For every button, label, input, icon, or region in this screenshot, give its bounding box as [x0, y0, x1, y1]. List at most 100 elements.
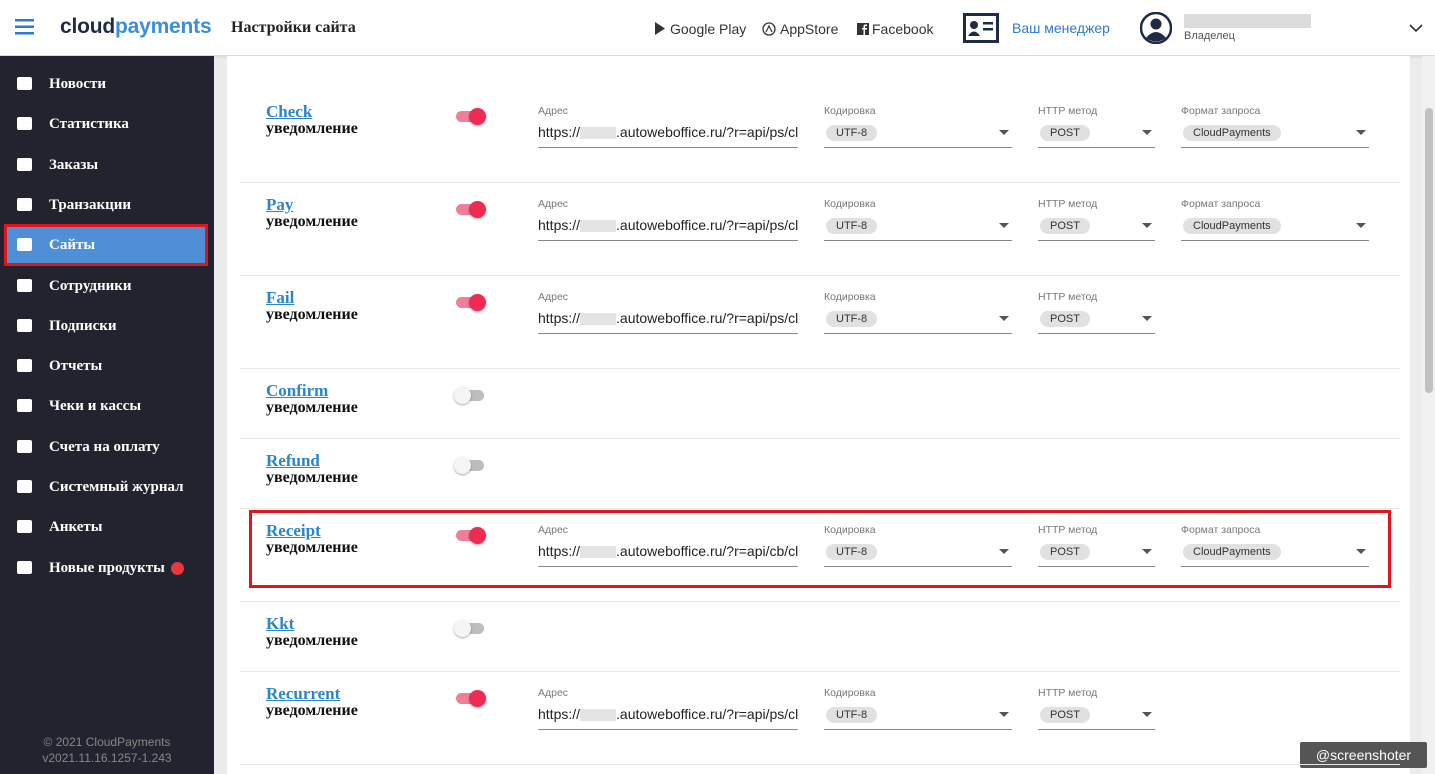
nav-icon: [17, 560, 32, 574]
select[interactable]: POST: [1038, 704, 1155, 730]
url-start: https://: [538, 217, 581, 233]
nav-label: Новые продукты: [49, 559, 165, 576]
nav-item[interactable]: Подписки: [4, 306, 208, 346]
url-end: .autoweboffice.ru/?r=api/ps/clou: [616, 706, 798, 722]
address-input[interactable]: https:// .autoweboffice.ru/?r=api/cb/clou: [538, 541, 798, 567]
toggle[interactable]: [454, 620, 486, 637]
toggle[interactable]: [454, 690, 486, 707]
select[interactable]: CloudPayments: [1181, 215, 1369, 241]
url-start: https://: [538, 706, 581, 722]
blurred-text: [580, 313, 617, 326]
scroll-thumb[interactable]: [1425, 108, 1433, 393]
select-caret: [1356, 223, 1366, 228]
notification-link[interactable]: Check: [266, 102, 313, 121]
select[interactable]: POST: [1038, 215, 1155, 241]
manager-icon: [963, 13, 999, 43]
select-value: UTF-8: [826, 544, 878, 560]
nav-item[interactable]: Системный журнал: [4, 467, 208, 507]
select-caret: [1142, 712, 1152, 717]
link[interactable]: Google Play: [670, 21, 747, 37]
url-start: https://: [538, 310, 581, 326]
content-card: [227, 56, 1410, 774]
link[interactable]: Facebook: [872, 21, 934, 37]
notification-row: Receipt уведомление Адрес https:// .autowebo…: [240, 509, 1400, 602]
nav-label: Заказы: [49, 156, 99, 173]
notification-subtitle: уведомление: [266, 399, 358, 416]
nav-item[interactable]: Статистика: [4, 104, 208, 144]
toggle[interactable]: [454, 527, 486, 544]
toggle-knob: [469, 527, 486, 544]
field-label: Кодировка: [824, 524, 876, 536]
select[interactable]: POST: [1038, 308, 1155, 334]
notification-link[interactable]: Refund: [266, 451, 320, 470]
address-input[interactable]: https:// .autoweboffice.ru/?r=api/ps/clou: [538, 704, 798, 730]
nav-icon: [17, 77, 32, 90]
link[interactable]: AppStore: [780, 21, 839, 37]
nav-item[interactable]: Транзакции: [4, 185, 208, 225]
toggle[interactable]: [454, 108, 486, 125]
toggle[interactable]: [454, 201, 486, 218]
nav-label: Счета на оплату: [49, 438, 160, 455]
address-input[interactable]: https:// .autoweboffice.ru/?r=api/ps/clou: [538, 308, 798, 334]
notification-subtitle: уведомление: [266, 120, 358, 137]
notification-link[interactable]: Kkt: [266, 614, 295, 633]
nav-item[interactable]: Новые продукты: [4, 548, 208, 588]
notification-link[interactable]: Pay: [266, 195, 294, 214]
nav-item[interactable]: Отчеты: [4, 346, 208, 386]
field-label: Кодировка: [824, 105, 876, 117]
select-value: POST: [1040, 218, 1090, 234]
select[interactable]: UTF-8: [824, 122, 1012, 148]
toggle[interactable]: [454, 294, 486, 311]
select[interactable]: CloudPayments: [1181, 541, 1369, 567]
menu-button[interactable]: [15, 19, 34, 35]
select[interactable]: POST: [1038, 122, 1155, 148]
watermark: @screenshoter: [1300, 742, 1427, 768]
manager-link[interactable]: Ваш менеджер: [1012, 20, 1110, 36]
select-caret: [1142, 316, 1152, 321]
nav-item[interactable]: Сайты: [4, 225, 208, 266]
address-input[interactable]: https:// .autoweboffice.ru/?r=api/ps/clou: [538, 122, 798, 148]
select[interactable]: CloudPayments: [1181, 122, 1369, 148]
select[interactable]: POST: [1038, 541, 1155, 567]
avatar[interactable]: [1140, 12, 1172, 44]
nav-item[interactable]: Анкеты: [4, 507, 208, 547]
select[interactable]: UTF-8: [824, 215, 1012, 241]
field-label: Кодировка: [824, 291, 876, 303]
user-menu-toggle[interactable]: [1409, 24, 1423, 33]
select-caret: [999, 316, 1009, 321]
select-value: POST: [1040, 544, 1090, 560]
logo[interactable]: cloudpayments: [60, 15, 212, 39]
select[interactable]: UTF-8: [824, 704, 1012, 730]
field-label: Адрес: [538, 687, 569, 699]
nav-label: Подписки: [49, 317, 117, 334]
nav-item[interactable]: Заказы: [4, 145, 208, 185]
nav-item[interactable]: Чеки и кассы: [4, 386, 208, 426]
url-start: https://: [538, 543, 581, 559]
field-label: Адрес: [538, 105, 569, 117]
address-input[interactable]: https:// .autoweboffice.ru/?r=api/ps/clou: [538, 215, 798, 241]
logo-accent: payments: [115, 15, 212, 38]
select[interactable]: UTF-8: [824, 308, 1012, 334]
scrollbar[interactable]: [1422, 56, 1435, 774]
notification-subtitle: уведомление: [266, 306, 358, 323]
field-label: Кодировка: [824, 687, 876, 699]
field-label: HTTP метод: [1038, 105, 1098, 117]
notification-link[interactable]: Recurrent: [266, 684, 341, 703]
highlight-box: [4, 224, 208, 267]
toggle-knob: [454, 620, 471, 637]
select[interactable]: UTF-8: [824, 541, 1012, 567]
nav-item[interactable]: Новости: [4, 64, 208, 104]
blurred-name: [1184, 14, 1311, 28]
nav-item[interactable]: Сотрудники: [4, 266, 208, 306]
notification-link[interactable]: Receipt: [266, 521, 321, 540]
select-value: CloudPayments: [1183, 125, 1281, 141]
select-caret: [1356, 130, 1366, 135]
toggle[interactable]: [454, 387, 486, 404]
nav-item[interactable]: Счета на оплату: [4, 427, 208, 467]
toggle[interactable]: [454, 457, 486, 474]
notification-link[interactable]: Fail: [266, 288, 295, 307]
notification-link[interactable]: Confirm: [266, 381, 329, 400]
toggle-knob: [469, 108, 486, 125]
select-caret: [999, 549, 1009, 554]
